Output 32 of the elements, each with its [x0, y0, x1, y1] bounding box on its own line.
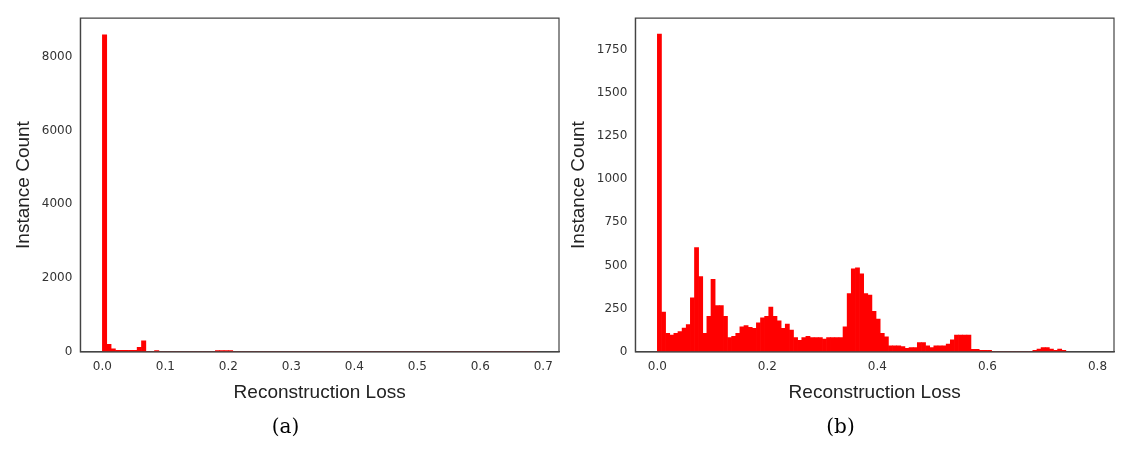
y-tick-label: 4000 [41, 196, 73, 211]
y-tick-label: 1500 [596, 84, 628, 99]
y-axis-title: Instance Count [566, 120, 588, 249]
y-tick-label: 0 [64, 343, 73, 358]
x-tick-label: 0.3 [281, 359, 301, 374]
x-tick-label: 0.2 [757, 359, 777, 374]
y-tick-label: 2000 [41, 270, 73, 285]
y-tick-label: 500 [604, 257, 628, 272]
x-tick-label: 0.6 [470, 359, 490, 374]
x-tick-label: 0.1 [155, 359, 175, 374]
y-tick-label: 8000 [41, 49, 73, 64]
x-tick-label: 0.0 [647, 359, 667, 374]
x-axis-title: Reconstruction Loss [233, 380, 406, 402]
x-tick-label: 0.5 [407, 359, 427, 374]
y-tick-label: 1250 [596, 128, 628, 143]
x-tick-label: 0.2 [218, 359, 238, 374]
y-tick-label: 0 [619, 343, 628, 358]
x-tick-label: 0.6 [977, 359, 997, 374]
text: (a) [271, 414, 300, 438]
y-axis-title: Instance Count [11, 120, 33, 249]
y-tick-label: 1000 [596, 171, 628, 186]
x-tick-label: 0.7 [533, 359, 553, 374]
y-tick-label: 750 [604, 214, 628, 229]
y-tick-label: 1750 [596, 41, 628, 56]
x-tick-label: 0.8 [1087, 359, 1108, 374]
x-tick-label: 0.4 [344, 359, 364, 374]
y-tick-label: 250 [604, 300, 628, 315]
x-tick-label: 0.4 [867, 359, 887, 374]
x-tick-label: 0.0 [92, 359, 112, 374]
x-axis-title: Reconstruction Loss [788, 380, 961, 402]
y-tick-label: 6000 [41, 122, 73, 137]
text: (b) [826, 414, 855, 438]
